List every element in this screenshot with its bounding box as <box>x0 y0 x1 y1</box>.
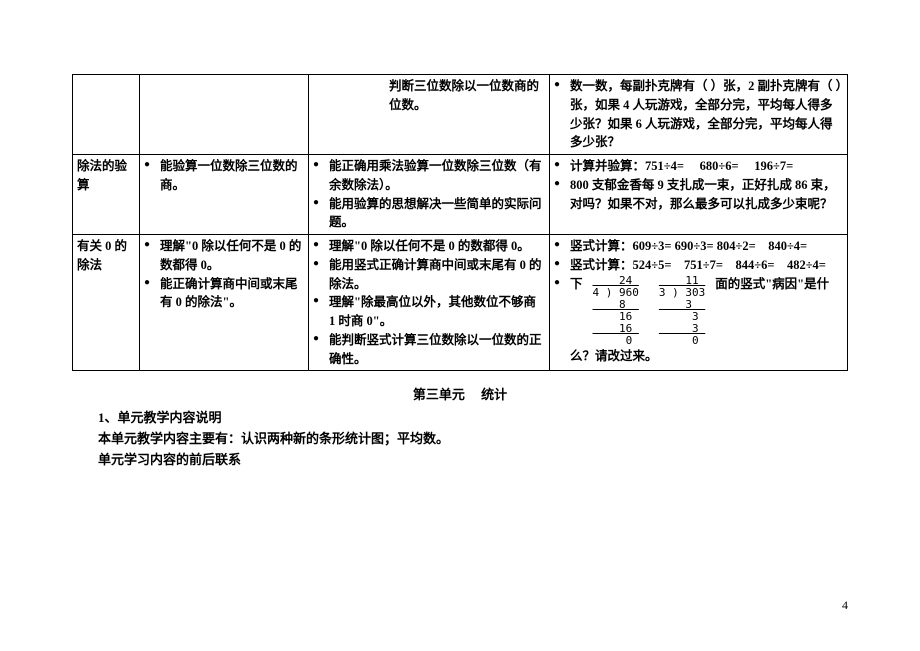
cell-text: 判断三位数除以一位数商的位数。 <box>313 77 545 115</box>
bullet-list: 能验算一位数除三位数的商。 <box>144 157 304 195</box>
bullet-list: 能正确用乘法验算一位数除三位数（有余数除法）。能用验算的思想解决一些简单的实际问… <box>313 157 545 232</box>
section-below: 第三单元 统计 1、单元教学内容说明 本单元教学内容主要有：认识两种新的条形统计… <box>72 385 848 470</box>
bullet-list: 理解"0 除以任何不是 0 的数都得 0。能正确计算商中间或末尾有 0 的除法"… <box>144 237 304 312</box>
long-division: 11 3 ) 303 3 3 3 0 <box>659 275 705 348</box>
bullet-item: 能正确用乘法验算一位数除三位数（有余数除法）。 <box>313 157 545 195</box>
long-division: 24 4 ) 960 8 16 16 0 <box>593 275 639 348</box>
bullet-item: 竖式计算：524÷5= 751÷7= 844÷6= 482÷4= <box>554 256 843 275</box>
bullet-item: 能判断竖式计算三位数除以一位数的正确性。 <box>313 331 545 369</box>
cell-topic: 除法的验算 <box>73 155 140 235</box>
unit-title-right: 统计 <box>481 387 507 402</box>
tail-lead: 下 <box>570 277 583 291</box>
cell-exercises: 数一数，每副扑克牌有（ ）张，2 副扑克牌有（ ）张，如果 4 人玩游戏，全部分… <box>550 75 848 155</box>
cell-requirements: 判断三位数除以一位数商的位数。 <box>309 75 550 155</box>
curriculum-table: 判断三位数除以一位数商的位数。数一数，每副扑克牌有（ ）张，2 副扑克牌有（ ）… <box>72 74 848 371</box>
below-line-1: 1、单元教学内容说明 <box>72 408 848 429</box>
bullet-item: 能用竖式正确计算商中间或末尾有 0 的除法。 <box>313 256 545 294</box>
bullet-item: 理解"0 除以任何不是 0 的数都得 0。 <box>313 237 545 256</box>
bullet-item: 理解"除最高位以外，其他数位不够商 1 时商 0"。 <box>313 293 545 331</box>
bullet-item: 能验算一位数除三位数的商。 <box>144 157 304 195</box>
bullet-list: 计算并验算：751÷4= 680÷6= 196÷7=800 支郁金香每 9 支扎… <box>554 157 843 213</box>
bullet-list: 理解"0 除以任何不是 0 的数都得 0。能用竖式正确计算商中间或末尾有 0 的… <box>313 237 545 368</box>
table-row: 判断三位数除以一位数商的位数。数一数，每副扑克牌有（ ）张，2 副扑克牌有（ ）… <box>73 75 848 155</box>
bullet-item: 能正确计算商中间或末尾有 0 的除法"。 <box>144 275 304 313</box>
bullet-item: 计算并验算：751÷4= 680÷6= 196÷7= <box>554 157 843 176</box>
cell-topic: 有关 0 的除法 <box>73 235 140 371</box>
bullet-item: 竖式计算：609÷3= 690÷3= 804÷2= 840÷4= <box>554 237 843 256</box>
bullet-item: 理解"0 除以任何不是 0 的数都得 0。 <box>144 237 304 275</box>
cell-topic <box>73 75 140 155</box>
below-line-3: 单元学习内容的前后联系 <box>72 450 848 471</box>
bullet-item: 800 支郁金香每 9 支扎成一束，正好扎成 86 束，对吗？如果不对，那么最多… <box>554 176 843 214</box>
cell-exercises: 计算并验算：751÷4= 680÷6= 196÷7=800 支郁金香每 9 支扎… <box>550 155 848 235</box>
bullet-item: 能用验算的思想解决一些简单的实际问题。 <box>313 195 545 233</box>
below-line-2: 本单元教学内容主要有：认识两种新的条形统计图；平均数。 <box>72 429 848 450</box>
table-row: 除法的验算能验算一位数除三位数的商。能正确用乘法验算一位数除三位数（有余数除法）… <box>73 155 848 235</box>
cell-goals <box>140 75 309 155</box>
page-number: 4 <box>842 598 848 613</box>
bullet-item: 数一数，每副扑克牌有（ ）张，2 副扑克牌有（ ）张，如果 4 人玩游戏，全部分… <box>554 77 843 152</box>
table-row: 有关 0 的除法理解"0 除以任何不是 0 的数都得 0。能正确计算商中间或末尾… <box>73 235 848 371</box>
cell-requirements: 能正确用乘法验算一位数除三位数（有余数除法）。能用验算的思想解决一些简单的实际问… <box>309 155 550 235</box>
cell-goals: 理解"0 除以任何不是 0 的数都得 0。能正确计算商中间或末尾有 0 的除法"… <box>140 235 309 371</box>
bullet-item-longdiv: 下 24 4 ) 960 8 16 16 0 11 3 ) 303 3 3 3 … <box>554 275 843 366</box>
cell-requirements: 理解"0 除以任何不是 0 的数都得 0。能用竖式正确计算商中间或末尾有 0 的… <box>309 235 550 371</box>
bullet-list: 竖式计算：609÷3= 690÷3= 804÷2= 840÷4=竖式计算：524… <box>554 237 843 366</box>
unit-title-left: 第三单元 <box>413 387 465 402</box>
cell-goals: 能验算一位数除三位数的商。 <box>140 155 309 235</box>
cell-exercises: 竖式计算：609÷3= 690÷3= 804÷2= 840÷4=竖式计算：524… <box>550 235 848 371</box>
bullet-list: 数一数，每副扑克牌有（ ）张，2 副扑克牌有（ ）张，如果 4 人玩游戏，全部分… <box>554 77 843 152</box>
